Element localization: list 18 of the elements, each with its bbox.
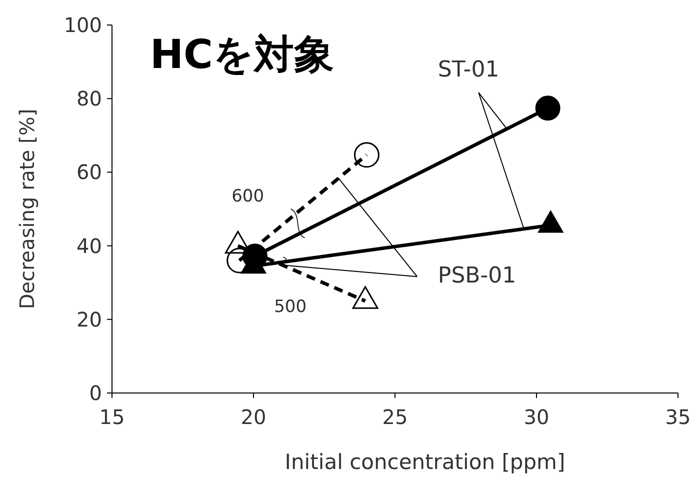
- x-tick-label: 15: [99, 405, 125, 429]
- y-tick-label: 40: [76, 234, 102, 258]
- x-tick-label: 25: [382, 405, 408, 429]
- chart-title: HCを対象: [150, 32, 334, 78]
- y-tick-label: 60: [76, 160, 102, 184]
- annotation: 500: [274, 297, 307, 318]
- y-tick-label: 80: [76, 86, 102, 111]
- y-tick-label: 0: [89, 381, 102, 405]
- y-tick-label: 20: [76, 307, 102, 332]
- y-tick-label: 100: [64, 13, 102, 37]
- x-tick-label: 20: [240, 405, 266, 429]
- x-tick-label: 35: [665, 405, 690, 429]
- y-axis-title: Decreasing rate [%]: [15, 108, 39, 310]
- annotation: PSB-01: [438, 264, 516, 289]
- annotation: 600: [232, 186, 264, 207]
- annotation: ST-01: [438, 58, 500, 83]
- x-tick-label: 30: [524, 405, 550, 429]
- x-axis-title: Initial concentration [ppm]: [284, 450, 566, 474]
